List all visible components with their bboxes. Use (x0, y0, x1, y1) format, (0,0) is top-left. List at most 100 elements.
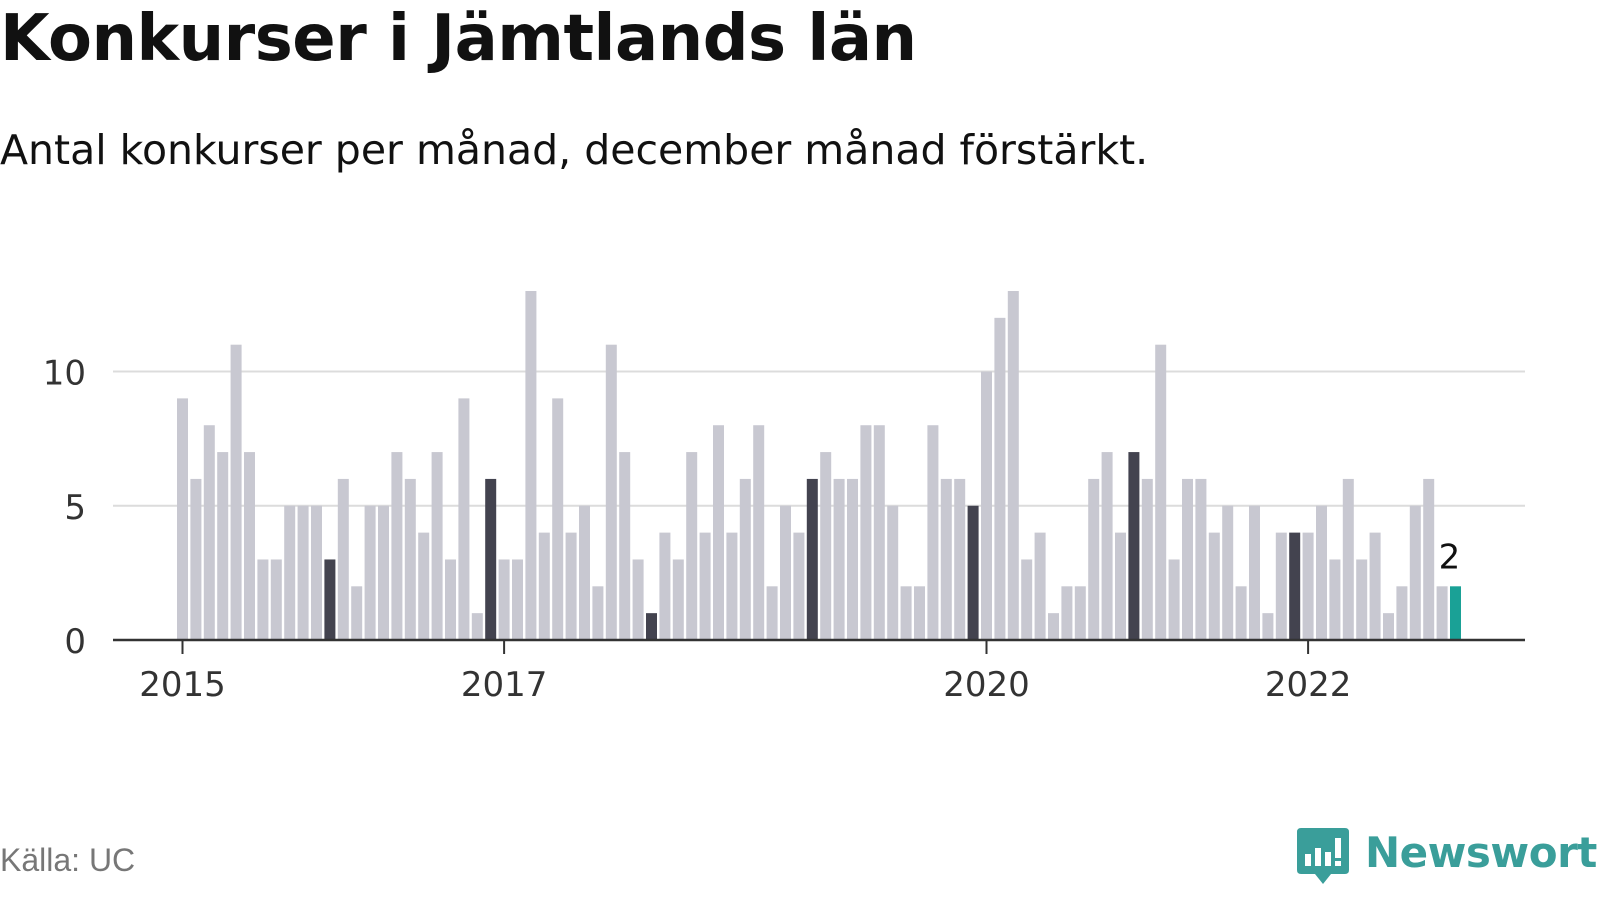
source-note: Källa: UC (0, 842, 136, 878)
bar (900, 586, 912, 640)
bar (364, 505, 376, 640)
bar (1021, 559, 1033, 640)
bar (1249, 505, 1260, 640)
bar (1115, 532, 1126, 640)
bar (1423, 478, 1435, 640)
bar (833, 478, 845, 640)
bar (1048, 613, 1059, 640)
bar (1074, 586, 1086, 640)
bar (646, 613, 657, 640)
bar (512, 559, 523, 640)
x-axis (113, 638, 1525, 654)
bar (351, 586, 363, 640)
bar (1155, 344, 1167, 640)
bar (927, 425, 939, 640)
bar (458, 398, 470, 640)
bar (847, 478, 858, 640)
bar (954, 478, 966, 640)
bars (177, 291, 1461, 640)
bar (1222, 505, 1234, 640)
bar (1396, 586, 1408, 640)
bar (1329, 559, 1341, 640)
bar (672, 559, 684, 640)
bar (1289, 532, 1301, 640)
bar (619, 452, 631, 640)
bar (498, 559, 510, 640)
y-tick-label: 5 (64, 488, 86, 528)
bar (659, 532, 671, 640)
x-tick-label: 2015 (139, 665, 226, 705)
bar (1235, 586, 1247, 640)
bar (579, 505, 590, 640)
bar (1034, 532, 1046, 640)
bar (1450, 586, 1461, 640)
bar (1383, 613, 1394, 640)
x-tick-label: 2017 (461, 665, 548, 705)
chart-subtitle: Antal konkurser per månad, december måna… (0, 126, 1149, 174)
bar (244, 452, 255, 640)
grid-lines (113, 370, 1525, 507)
bar (753, 425, 765, 640)
bar (1168, 559, 1180, 640)
brand-logo[interactable]: Newsworthy (1295, 826, 1600, 890)
bar (632, 559, 644, 640)
x-tick-label: 2020 (943, 665, 1030, 705)
bar (1088, 478, 1100, 640)
bar (257, 559, 269, 640)
bar (1182, 478, 1193, 640)
bar (378, 505, 389, 640)
newsworthy-logo-icon (1297, 828, 1349, 884)
bar (1195, 478, 1207, 640)
bar (1208, 532, 1220, 640)
bar (981, 371, 992, 640)
bar (1141, 478, 1153, 640)
bar (418, 532, 430, 640)
bar (686, 452, 698, 640)
bar (190, 478, 202, 640)
bar (1342, 478, 1354, 640)
bar (270, 559, 282, 640)
bar (431, 452, 443, 640)
bar (485, 478, 497, 640)
bar (994, 317, 1006, 640)
bar (324, 559, 336, 640)
chart-title: Konkurser i Jämtlands län (0, 2, 917, 76)
bar (404, 478, 416, 640)
bar (217, 452, 229, 640)
bar (887, 505, 899, 640)
bar (592, 586, 604, 640)
bar (820, 452, 832, 640)
bar (1101, 452, 1113, 640)
last-value-label: 2 (1439, 537, 1461, 577)
bar (1007, 291, 1019, 640)
bar (284, 505, 296, 640)
bar (471, 613, 483, 640)
bar (806, 478, 818, 640)
bar (967, 505, 979, 640)
bar (860, 425, 872, 640)
bar (1369, 532, 1381, 640)
bar (445, 559, 456, 640)
bar (726, 532, 738, 640)
bar (203, 425, 215, 640)
brand-name: Newsworthy (1365, 828, 1600, 877)
bar-chart: 0 5 10 2015 2017 2020 2022 2 (43, 291, 1525, 705)
bar (1316, 505, 1327, 640)
bar (177, 398, 188, 640)
bar (739, 478, 751, 640)
bar (699, 532, 711, 640)
bar (538, 532, 550, 640)
bar (552, 398, 564, 640)
y-tick-label: 10 (43, 354, 86, 394)
bar (1356, 559, 1368, 640)
bar (311, 505, 322, 640)
bar (337, 478, 349, 640)
bar (605, 344, 617, 640)
bar (780, 505, 791, 640)
bar (297, 505, 309, 640)
labels: 0 5 10 2015 2017 2020 2022 2 (43, 354, 1461, 705)
y-tick-label: 0 (64, 622, 86, 662)
bar (525, 291, 537, 640)
bar (793, 532, 805, 640)
bar (391, 452, 403, 640)
